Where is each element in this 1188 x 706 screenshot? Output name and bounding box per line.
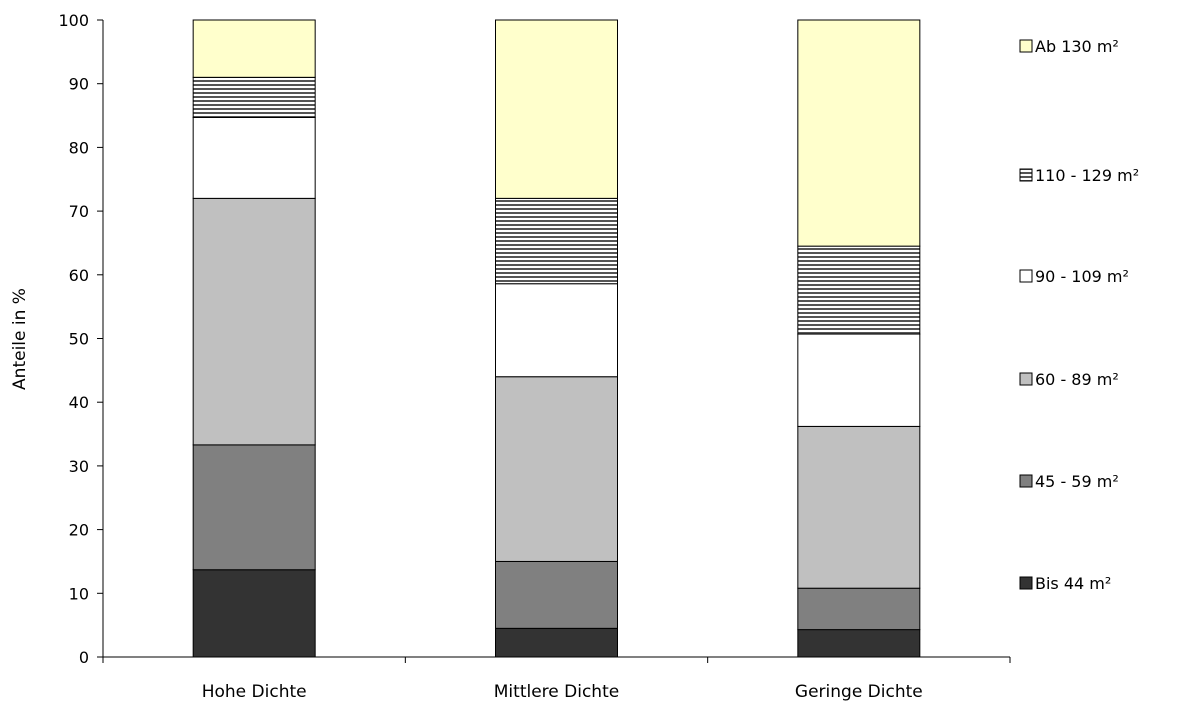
- bar-segment: [495, 19, 618, 199]
- bar-segment: [192, 197, 316, 446]
- legend: Ab 130 m² 110 - 129 m² 90 - 109 m² 60 - 89 …: [1019, 37, 1139, 593]
- bar-segment: [495, 197, 618, 285]
- legend-swatch: [1019, 576, 1033, 590]
- bar-segment: [192, 116, 316, 199]
- legend-label: 45 - 59 m²: [1035, 472, 1119, 491]
- y-tick-label: 70: [69, 202, 89, 221]
- bars-layer: [192, 19, 921, 658]
- legend-swatch: [1019, 168, 1033, 182]
- bar-segment: [495, 560, 618, 629]
- y-tick-label: 50: [69, 330, 89, 349]
- y-tick-label: 60: [69, 266, 89, 285]
- bar-segment: [192, 76, 316, 118]
- legend-swatch: [1019, 372, 1033, 386]
- legend-swatch: [1019, 269, 1033, 283]
- legend-label: 110 - 129 m²: [1035, 166, 1139, 185]
- bar-segment: [192, 444, 316, 571]
- legend-label: 90 - 109 m²: [1035, 267, 1129, 286]
- y-tick-label: 0: [79, 648, 89, 667]
- y-tick-label: 20: [69, 521, 89, 540]
- bar-segment: [495, 283, 618, 378]
- y-tick-label: 40: [69, 393, 89, 412]
- legend-label: Ab 130 m²: [1035, 37, 1119, 56]
- x-category-label: Hohe Dichte: [202, 682, 307, 702]
- bar-segment: [797, 333, 921, 427]
- y-tick-label: 10: [69, 584, 89, 603]
- y-tick-label: 100: [58, 11, 89, 30]
- legend-swatch: [1019, 39, 1033, 53]
- y-axis-title: Anteile in %: [10, 288, 30, 390]
- legend-swatch: [1019, 474, 1033, 488]
- y-tick-label: 90: [69, 75, 89, 94]
- bar-segment: [192, 19, 316, 78]
- bar-segment: [495, 627, 618, 658]
- bar-segment: [797, 19, 921, 247]
- bar-segment: [797, 425, 921, 589]
- bar-segment: [797, 587, 921, 631]
- bar-segment: [797, 629, 921, 658]
- legend-label: Bis 44 m²: [1035, 574, 1111, 593]
- bar-segment: [797, 245, 921, 335]
- x-category-label: Mittlere Dichte: [494, 682, 619, 702]
- bar-segment: [495, 376, 618, 562]
- bar-segment: [192, 569, 316, 658]
- y-tick-label: 80: [69, 138, 89, 157]
- y-ticks: 0 10 20 30 40 50 60 70 80 90 100: [58, 11, 103, 667]
- x-category-label: Geringe Dichte: [795, 682, 923, 702]
- legend-label: 60 - 89 m²: [1035, 370, 1119, 389]
- y-tick-label: 30: [69, 457, 89, 476]
- x-ticks: Hohe Dichte Mittlere Dichte Geringe Dichte: [102, 657, 1011, 702]
